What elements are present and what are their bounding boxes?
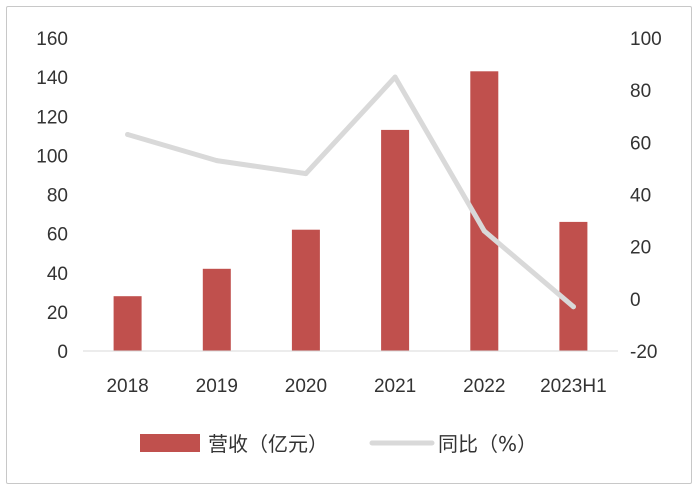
legend-line-label: 同比（%） — [438, 432, 537, 456]
left-tick-60: 60 — [47, 225, 68, 246]
x-axis-ticks: 2018 2019 2020 2021 2022 2023H1 — [106, 376, 606, 397]
legend: 营收（亿元） 同比（%） — [140, 432, 537, 456]
left-axis-ticks: 0 20 40 60 80 100 120 140 160 — [36, 29, 68, 363]
right-tick-100: 100 — [630, 29, 662, 50]
bar-2021 — [381, 129, 410, 351]
right-tick--20: -20 — [630, 342, 657, 363]
bar-series — [113, 71, 588, 352]
bar-2019 — [202, 268, 231, 351]
line-series — [125, 74, 576, 310]
left-tick-20: 20 — [47, 303, 68, 324]
bar-2023H1 — [559, 221, 588, 351]
x-tick-2023H1: 2023H1 — [540, 376, 607, 397]
x-tick-2019: 2019 — [196, 376, 238, 397]
bar-2020 — [291, 229, 320, 351]
line-point-2019 — [214, 158, 220, 164]
line-point-2022 — [481, 228, 487, 234]
legend-bar-label: 营收（亿元） — [208, 432, 328, 456]
right-tick-20: 20 — [630, 238, 651, 259]
left-tick-0: 0 — [57, 342, 68, 363]
legend-bar-swatch — [140, 434, 200, 452]
right-tick-60: 60 — [630, 133, 651, 154]
x-tick-2018: 2018 — [106, 376, 148, 397]
line-point-2021 — [392, 74, 398, 80]
right-axis-ticks: -20 0 20 40 60 80 100 — [630, 29, 662, 363]
bar-2018 — [113, 296, 142, 351]
line-path — [125, 74, 576, 310]
line-point-2018 — [125, 132, 131, 137]
line-point-2020 — [303, 171, 309, 177]
right-tick-0: 0 — [630, 290, 641, 311]
x-tick-2020: 2020 — [285, 376, 327, 397]
left-tick-120: 120 — [36, 107, 68, 128]
left-tick-80: 80 — [47, 186, 68, 207]
right-tick-40: 40 — [630, 186, 651, 207]
x-tick-2022: 2022 — [463, 376, 505, 397]
x-tick-2021: 2021 — [374, 376, 416, 397]
left-tick-40: 40 — [47, 264, 68, 285]
left-tick-160: 160 — [36, 29, 68, 50]
right-tick-80: 80 — [630, 81, 651, 102]
line-point-2023H1 — [570, 304, 576, 310]
left-tick-100: 100 — [36, 146, 68, 167]
left-tick-140: 140 — [36, 68, 68, 89]
